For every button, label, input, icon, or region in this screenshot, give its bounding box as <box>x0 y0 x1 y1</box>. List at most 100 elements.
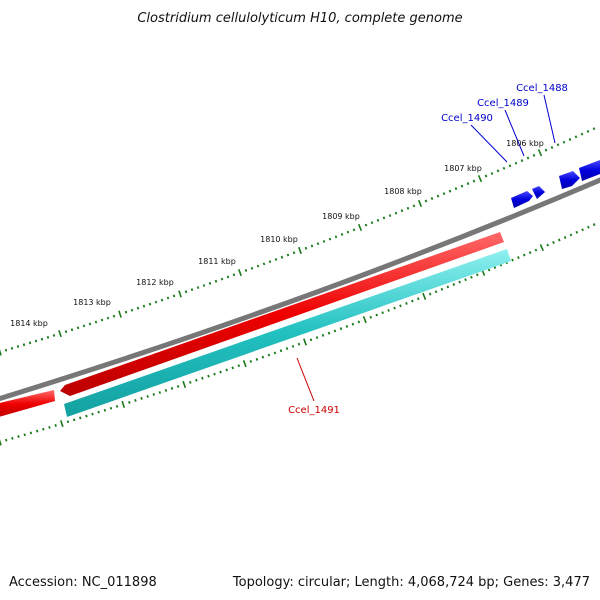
outer-ring-minor-tick <box>496 169 500 173</box>
inner-ring-minor-tick <box>103 408 107 412</box>
inner-ring-minor-tick <box>97 410 100 414</box>
feature-ccel-1491-cds[interactable] <box>0 232 504 418</box>
inner-ring-minor-tick <box>5 438 8 442</box>
outer-ring-major-tick <box>118 310 122 318</box>
feature-ccel-1491-product[interactable] <box>64 249 511 417</box>
ccel-1491-cds-bar[interactable] <box>60 232 504 396</box>
outer-ring-minor-tick <box>70 328 74 332</box>
outer-ring-minor-tick <box>286 253 290 257</box>
inner-ring-minor-tick <box>195 378 198 382</box>
inner-ring-minor-tick <box>387 308 390 312</box>
ccel-1491-cds-bar-left[interactable] <box>0 390 55 418</box>
scale-label-1810: 1810 kbp <box>260 235 298 244</box>
outer-ring-minor-tick <box>304 246 308 250</box>
outer-ring-minor-tick <box>364 223 368 227</box>
inner-ring-minor-tick <box>207 374 210 378</box>
outer-ring-minor-tick <box>352 228 356 232</box>
outer-ring-minor-tick <box>202 284 206 287</box>
inner-ring-minor-tick <box>249 360 253 363</box>
outer-ring-major-tick <box>357 223 363 231</box>
ccel-1490-label[interactable]: Ccel_1490 <box>441 113 493 124</box>
inner-ring-minor-tick <box>411 299 414 303</box>
outer-ring-minor-tick <box>16 345 20 348</box>
feature-ccel-1488[interactable] <box>559 160 600 189</box>
outer-ring-minor-tick <box>580 132 584 136</box>
outer-ring-minor-tick <box>340 233 344 236</box>
ccel-1488-gene-arrow[interactable] <box>559 171 580 189</box>
inner-ring-minor-tick <box>146 395 149 398</box>
outer-ring-minor-tick <box>244 269 248 272</box>
outer-ring-minor-tick <box>112 314 116 318</box>
inner-ring-minor-tick <box>72 418 76 422</box>
genome-backbone <box>0 177 600 402</box>
outer-ring-minor-tick <box>442 192 446 196</box>
inner-ring-minor-tick <box>493 266 497 269</box>
outer-ring-minor-tick <box>52 334 56 337</box>
outer-ring-minor-tick <box>394 211 398 215</box>
ccel-1488-label[interactable]: Ccel_1488 <box>516 83 568 94</box>
inner-ring-minor-tick <box>381 311 384 315</box>
inner-ring-major-tick <box>242 360 247 368</box>
inner-ring-minor-tick <box>339 327 343 331</box>
inner-ring-minor-tick <box>291 344 295 348</box>
ccel-1491-product-bar[interactable] <box>64 249 511 417</box>
outer-ring-minor-tick <box>424 199 428 203</box>
outer-ring-major-tick <box>58 329 62 338</box>
feature-ccel-1489[interactable] <box>532 186 545 199</box>
ccel-1489-leader-line <box>504 109 525 157</box>
outer-ring-minor-tick <box>376 218 380 222</box>
ccel-1489-label[interactable]: Ccel_1489 <box>477 98 529 109</box>
outer-ring-minor-tick <box>250 266 254 270</box>
inner-ring-minor-tick <box>17 435 20 438</box>
inner-ring-minor-tick <box>285 347 289 350</box>
ccel-1488-leader-line <box>543 94 556 144</box>
inner-ring-minor-tick <box>351 322 355 326</box>
outer-ring-minor-tick <box>154 300 158 304</box>
inner-ring-minor-tick <box>54 424 57 427</box>
inner-ring-minor-tick <box>66 420 70 424</box>
outer-ring-minor-tick <box>568 138 572 141</box>
outer-ring-minor-tick <box>382 216 386 220</box>
inner-ring-minor-tick <box>440 287 444 291</box>
inner-ring-minor-tick <box>321 333 325 337</box>
inner-ring-minor-tick <box>85 414 88 418</box>
ccel-1491-label[interactable]: Ccel_1491 <box>288 405 340 416</box>
inner-ring-minor-tick <box>399 304 402 308</box>
inner-ring-minor-tick <box>261 355 265 359</box>
ccel-1490-gene-arrow[interactable] <box>511 191 533 208</box>
inner-ring-minor-tick <box>164 389 168 392</box>
inner-ring-minor-tick <box>201 376 204 380</box>
inner-ring-minor-tick <box>428 292 432 296</box>
outer-ring-major-tick <box>238 269 242 277</box>
scale-label-1812: 1812 kbp <box>136 278 174 287</box>
outer-ring-minor-tick <box>490 172 494 175</box>
outer-ring-minor-tick <box>502 166 506 170</box>
inner-ring-minor-tick <box>23 433 26 437</box>
outer-ring-minor-tick <box>586 129 590 133</box>
outer-tick-ring <box>0 127 596 356</box>
outer-ring-minor-tick <box>406 206 410 210</box>
inner-ring-minor-tick <box>255 357 259 361</box>
outer-ring-minor-tick <box>34 339 38 343</box>
outer-ring-minor-tick <box>328 237 332 241</box>
scale-label-1808: 1808 kbp <box>384 187 422 196</box>
feature-ccel-1490[interactable] <box>511 191 533 208</box>
inner-ring-minor-tick <box>345 324 349 328</box>
outer-ring-minor-tick <box>454 187 458 191</box>
outer-ring-minor-tick <box>292 251 296 255</box>
outer-ring-minor-tick <box>430 197 434 201</box>
ccel-1488-gene-arrow-2[interactable] <box>579 160 600 181</box>
outer-ring-minor-tick <box>184 290 188 294</box>
inner-ring-minor-tick <box>434 290 438 294</box>
inner-ring-minor-tick <box>134 399 137 402</box>
inner-ring-minor-tick <box>446 285 450 289</box>
outer-ring-minor-tick <box>514 161 518 165</box>
ccel-1489-gene-arrow[interactable] <box>532 186 545 199</box>
outer-ring-minor-tick <box>334 235 338 239</box>
outer-ring-minor-tick <box>484 174 488 178</box>
outer-ring-minor-tick <box>220 277 224 281</box>
outer-ring-minor-tick <box>106 316 110 320</box>
outer-ring-minor-tick <box>412 204 416 208</box>
inner-ring-minor-tick <box>315 336 319 340</box>
inner-ring-minor-tick <box>528 251 532 255</box>
